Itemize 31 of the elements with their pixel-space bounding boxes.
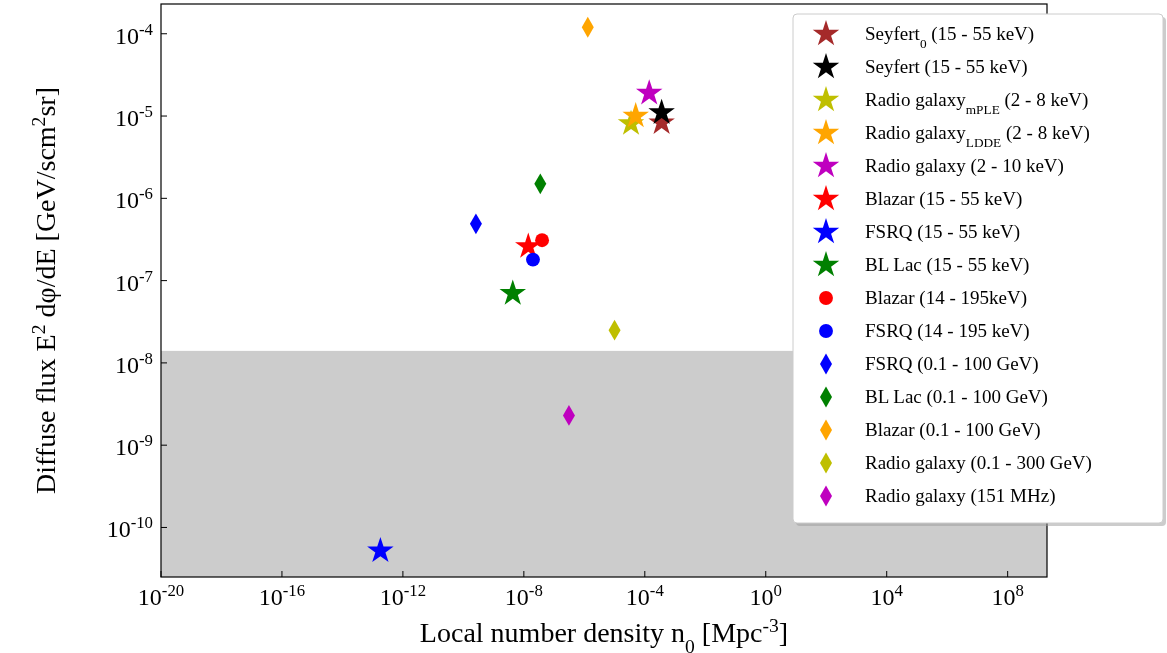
legend-label: Radio galaxy (2 - 10 keV) bbox=[865, 155, 1064, 177]
legend-label: Blazar (14 - 195keV) bbox=[865, 287, 1027, 309]
legend-label: FSRQ (15 - 55 keV) bbox=[865, 221, 1021, 243]
x-tick-label: 10$^{-16}$ bbox=[258, 580, 306, 610]
legend-label: Seyfert$_{0}$ (15 - 55 keV) bbox=[865, 23, 1035, 51]
legend-label: Blazar (0.1 - 100 GeV) bbox=[865, 419, 1041, 441]
y-tick-label: 10$^{-7}$ bbox=[115, 266, 153, 296]
legend-label: Seyfert (15 - 55 keV) bbox=[865, 56, 1028, 78]
legend-label: Blazar (15 - 55 keV) bbox=[865, 188, 1023, 210]
x-axis-title: Local number density n$_{0}$ [Mpc$^{-3}$] bbox=[419, 614, 789, 653]
x-tick-label: 10$^{8}$ bbox=[991, 580, 1024, 610]
x-tick-label: 10$^{4}$ bbox=[870, 580, 904, 610]
x-tick-label: 10$^{-12}$ bbox=[379, 580, 427, 610]
legend-label: FSRQ (0.1 - 100 GeV) bbox=[865, 353, 1039, 375]
legend-label: Radio galaxy$_{LDDE}$ (2 - 8 keV) bbox=[865, 122, 1090, 150]
legend-label: BL Lac (15 - 55 keV) bbox=[865, 254, 1030, 276]
x-tick-label: 10$^{0}$ bbox=[749, 580, 782, 610]
y-tick-label: 10$^{-10}$ bbox=[106, 512, 153, 543]
legend-label: BL Lac (0.1 - 100 GeV) bbox=[865, 386, 1048, 408]
legend-label: Radio galaxy$_{mPLE}$ (2 - 8 keV) bbox=[865, 89, 1089, 117]
legend-label: FSRQ (14 - 195 keV) bbox=[865, 320, 1030, 342]
y-tick-label: 10$^{-8}$ bbox=[115, 348, 153, 378]
x-tick-label: 10$^{-4}$ bbox=[625, 580, 665, 610]
y-tick-label: 10$^{-6}$ bbox=[115, 183, 153, 214]
y-tick-label: 10$^{-5}$ bbox=[115, 101, 153, 132]
x-tick-label: 10$^{-8}$ bbox=[504, 580, 543, 610]
y-tick-label: 10$^{-9}$ bbox=[115, 430, 153, 461]
y-tick-label: 10$^{-4}$ bbox=[115, 19, 154, 49]
x-tick-label: 10$^{-20}$ bbox=[137, 580, 185, 610]
legend-label: Radio galaxy (151 MHz) bbox=[865, 485, 1056, 507]
legend-label: Radio galaxy (0.1 - 300 GeV) bbox=[865, 452, 1092, 474]
